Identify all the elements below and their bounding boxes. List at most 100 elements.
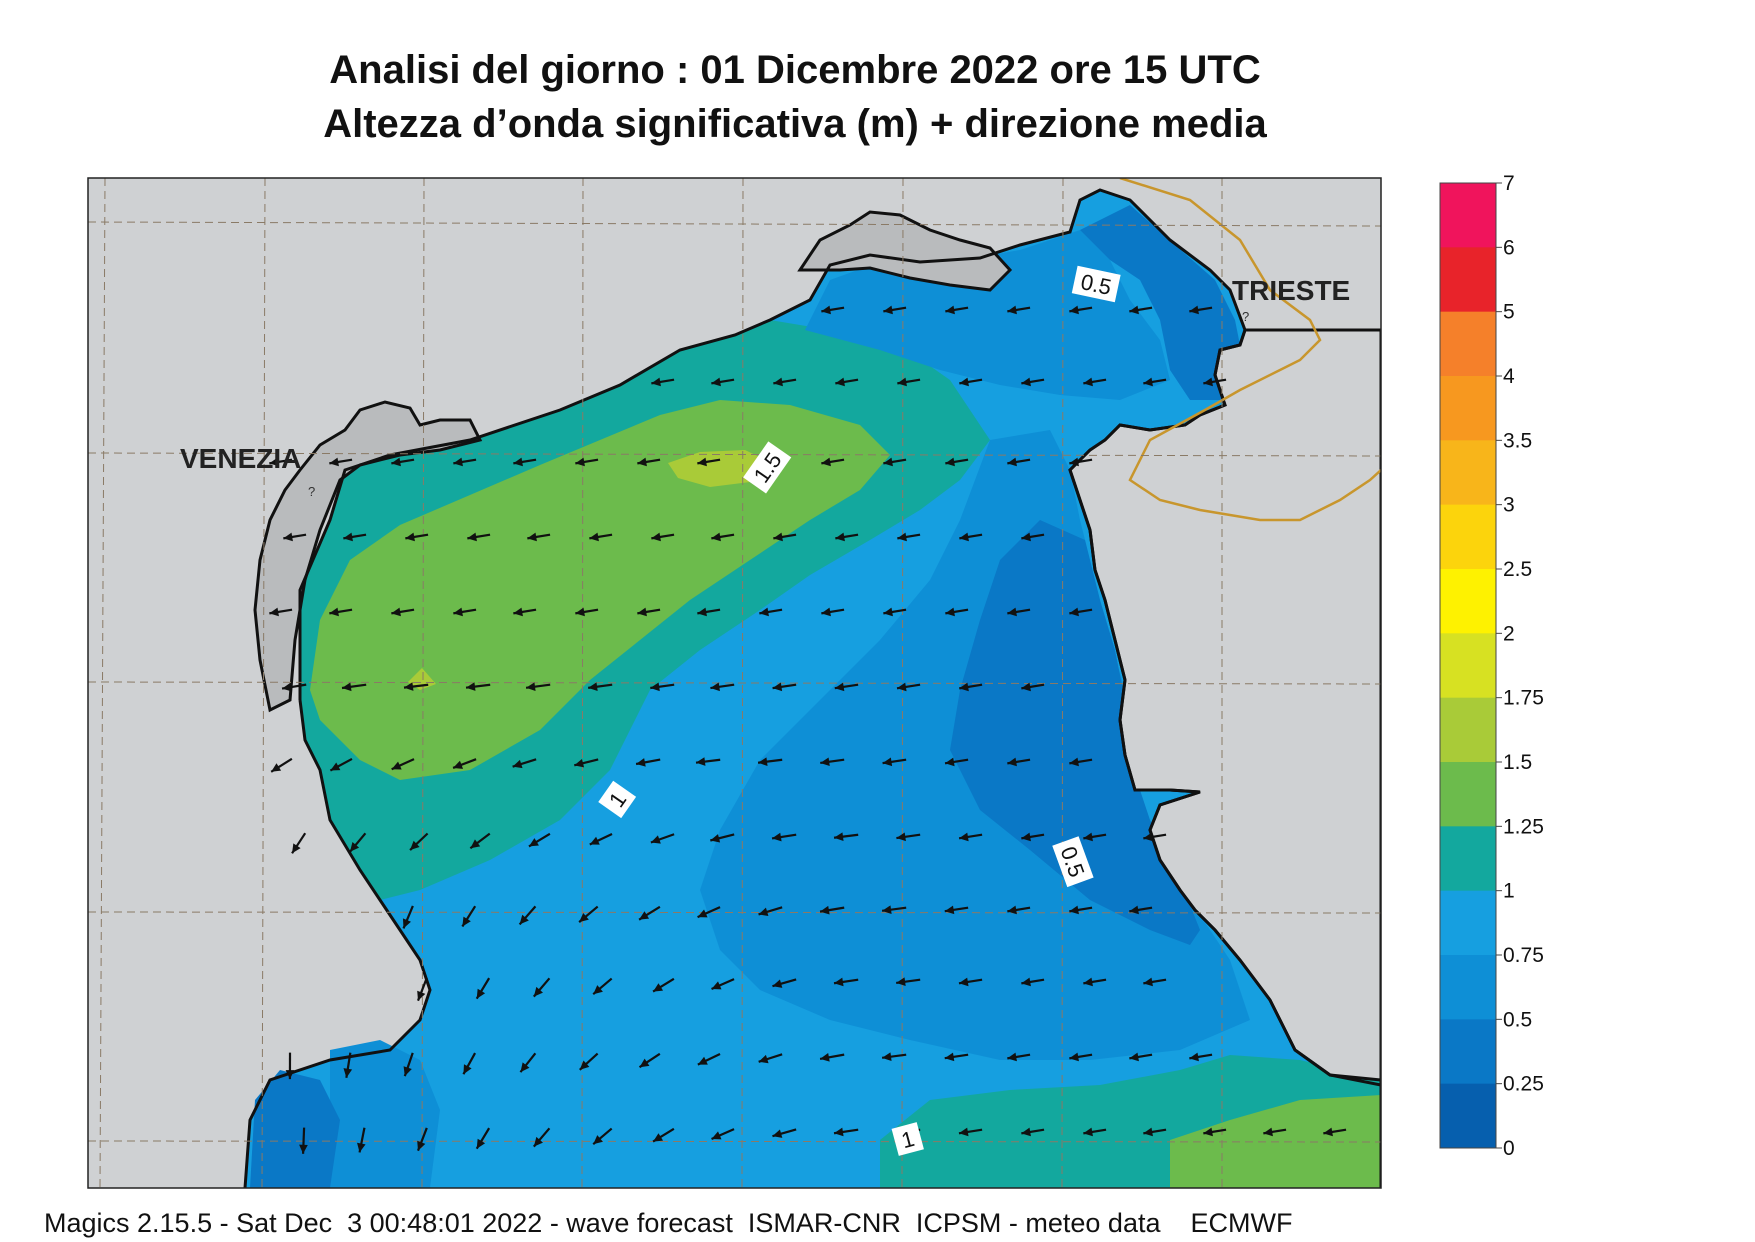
arrow-head bbox=[651, 377, 661, 387]
arrow-head bbox=[1129, 305, 1139, 315]
arrow-head bbox=[882, 757, 893, 767]
arrow-head bbox=[1143, 377, 1153, 387]
arrow-head bbox=[342, 682, 352, 692]
arrow-head bbox=[650, 835, 661, 844]
sea-band-025-05-east bbox=[950, 520, 1200, 945]
arrow-head bbox=[292, 843, 301, 854]
arrow-head bbox=[271, 763, 282, 772]
arrow-head bbox=[897, 532, 907, 542]
arrow-head bbox=[651, 532, 661, 542]
arrow-head bbox=[526, 682, 536, 691]
arrow-head bbox=[697, 909, 708, 918]
colorbar-label: 7 bbox=[1503, 172, 1515, 195]
arrow-head bbox=[821, 607, 831, 617]
arrow-head bbox=[821, 305, 831, 315]
colorbar-label: 4 bbox=[1503, 365, 1515, 388]
arrow-head bbox=[520, 1062, 530, 1073]
arrow-head bbox=[1021, 1127, 1031, 1137]
arrow-head bbox=[527, 532, 537, 542]
map-frame bbox=[87, 177, 1382, 1189]
arrow-head bbox=[528, 838, 539, 847]
sea-band-025-05-north bbox=[1080, 205, 1240, 400]
arrow-head bbox=[639, 911, 650, 920]
gulf-coast-line bbox=[298, 188, 1381, 1087]
arrow-head bbox=[711, 377, 721, 387]
arrow-head bbox=[579, 912, 589, 923]
arrow-head bbox=[773, 532, 783, 542]
arrow-head bbox=[773, 377, 783, 387]
arrow-head bbox=[579, 1060, 590, 1070]
arrow-head bbox=[637, 607, 647, 617]
arrow-head bbox=[1069, 757, 1079, 767]
arrow-head bbox=[821, 457, 831, 467]
arrow-head bbox=[269, 457, 279, 467]
arrow-head bbox=[1203, 377, 1213, 387]
arrow-head bbox=[513, 607, 523, 617]
arrow-head bbox=[593, 985, 603, 995]
arrow-head bbox=[330, 762, 341, 771]
arrow-head bbox=[1007, 1052, 1017, 1062]
arrow-head bbox=[882, 1052, 892, 1061]
contour-label: 0.5 bbox=[1071, 265, 1121, 303]
arrow-head bbox=[575, 607, 585, 617]
arrow-head bbox=[697, 607, 707, 617]
arrow-head bbox=[1083, 377, 1093, 387]
arrow-head bbox=[883, 305, 893, 315]
arrow-head bbox=[883, 607, 893, 617]
arrow-head bbox=[636, 758, 646, 767]
arrow-head bbox=[404, 682, 414, 691]
arrow-head bbox=[391, 457, 401, 467]
arrow-head bbox=[1129, 905, 1139, 915]
arrow-head bbox=[533, 986, 543, 997]
arrow-head bbox=[711, 1131, 722, 1140]
venezia-marker: ? bbox=[308, 484, 315, 499]
colorbar-label: 0 bbox=[1503, 1137, 1515, 1160]
arrow-head bbox=[834, 832, 844, 841]
arrow-head bbox=[467, 532, 477, 542]
arrow-head bbox=[285, 1070, 295, 1080]
arrow-head bbox=[391, 607, 401, 617]
arrow-head bbox=[466, 682, 476, 691]
arrow-head bbox=[882, 905, 892, 914]
arrow-head bbox=[1021, 832, 1031, 842]
arrow-head bbox=[1083, 1127, 1093, 1137]
arrow-head bbox=[402, 918, 411, 929]
arrow-head bbox=[711, 981, 722, 990]
arrow-head bbox=[711, 532, 721, 542]
arrow-head bbox=[1129, 1052, 1139, 1062]
arrow-head bbox=[820, 905, 830, 915]
arrow-head bbox=[1069, 905, 1079, 915]
arrow-head bbox=[1021, 682, 1031, 692]
arrow-head bbox=[269, 607, 279, 617]
arrow-head bbox=[944, 1052, 955, 1062]
arrow-head bbox=[759, 607, 769, 617]
colorbar-swatch bbox=[1440, 376, 1496, 441]
arrow-head bbox=[1083, 977, 1093, 987]
arrow-head bbox=[772, 832, 782, 842]
arrow-head bbox=[1021, 977, 1031, 987]
arrow-head bbox=[1007, 905, 1017, 915]
arrow-head bbox=[470, 839, 481, 849]
arrow-head bbox=[637, 457, 647, 467]
arrow-head bbox=[1323, 1127, 1333, 1137]
colorbar-label: 2 bbox=[1503, 622, 1515, 645]
footer-credits: Magics 2.15.5 - Sat Dec 3 00:48:01 2022 … bbox=[44, 1208, 1293, 1238]
colorbar-label: 0.25 bbox=[1503, 1073, 1544, 1096]
arrow-head bbox=[391, 761, 402, 770]
colorbar-label: 0.5 bbox=[1503, 1008, 1532, 1031]
arrow-head bbox=[945, 607, 955, 617]
colorbar-swatch bbox=[1440, 440, 1496, 506]
sea-band-125-15 bbox=[310, 400, 890, 780]
colorbar-label: 0.75 bbox=[1503, 944, 1544, 967]
arrow-head bbox=[945, 305, 955, 315]
arrow-head bbox=[1083, 832, 1093, 842]
arrow-head bbox=[896, 682, 907, 692]
arrow-head bbox=[282, 682, 292, 692]
arrow-head bbox=[1203, 1127, 1213, 1137]
sea-band-025-05-southwest bbox=[250, 1070, 340, 1188]
arrow-head bbox=[959, 682, 969, 692]
arrow-head bbox=[405, 532, 415, 542]
colorbar-label: 2.5 bbox=[1503, 558, 1532, 581]
colorbar-swatch bbox=[1440, 697, 1496, 763]
direction-arrows bbox=[269, 305, 1347, 1154]
